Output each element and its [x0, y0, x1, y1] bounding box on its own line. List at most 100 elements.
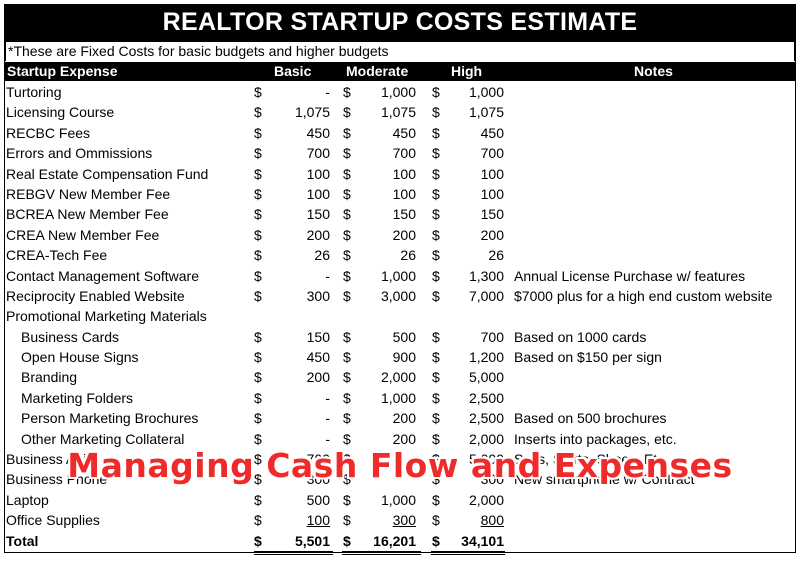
basic-value: 300	[306, 287, 330, 304]
high-value: 1,300	[468, 267, 504, 284]
row-label: Reciprocity Enabled Website	[6, 287, 185, 304]
column-header-row: Startup Expense Basic Moderate High Note…	[4, 62, 796, 81]
high-value: 200	[480, 226, 504, 243]
currency-sign: $	[432, 512, 440, 529]
currency-sign: $	[254, 349, 262, 366]
row-label: REBGV New Member Fee	[6, 185, 171, 202]
moderate-value: 1,000	[380, 84, 416, 100]
currency-sign: $	[254, 124, 262, 141]
currency-sign: $	[343, 84, 351, 100]
high-value: 700	[480, 145, 504, 162]
currency-sign: $	[432, 104, 440, 121]
row-note: Annual License Purchase w/ features	[514, 267, 746, 284]
currency-sign: $	[343, 389, 351, 406]
row-note: New smartphone w/ Contract	[514, 471, 695, 488]
table-row: Office Supplies $100 $300 $800	[4, 510, 796, 530]
currency-sign: $	[432, 349, 440, 366]
header-notes: Notes	[634, 63, 673, 79]
double-underline-high	[431, 551, 505, 555]
high-value: 2,000	[468, 430, 504, 447]
section-row: Promotional Marketing Materials	[4, 306, 796, 326]
high-value: 800	[480, 512, 504, 529]
basic-value: 500	[306, 491, 330, 508]
currency-sign: $	[343, 532, 351, 549]
basic-value: 450	[306, 124, 330, 141]
row-label: Open House Signs	[21, 349, 139, 366]
row-label: Real Estate Compensation Fund	[6, 165, 209, 182]
basic-value: 100	[306, 185, 330, 202]
high-value: 1,200	[468, 349, 504, 366]
currency-sign: $	[343, 471, 351, 488]
currency-sign: $	[343, 206, 351, 223]
high-value: 2,000	[468, 491, 504, 508]
row-note: Inserts into packages, etc.	[514, 430, 677, 447]
sheet-title: REALTOR STARTUP COSTS ESTIMATE	[4, 4, 796, 41]
basic-value: 200	[306, 369, 330, 386]
currency-sign: $	[432, 410, 440, 427]
currency-sign: $	[343, 165, 351, 182]
row-note: Suits, Shirts, Shoes, Etc.	[514, 451, 669, 468]
currency-sign: $	[343, 185, 351, 202]
basic-value: -	[325, 430, 330, 447]
row-note: $7000 plus for a high end custom website	[514, 287, 773, 304]
currency-sign: $	[254, 226, 262, 243]
overlay-caption: Managing Cash Flow and Expenses	[67, 446, 733, 485]
currency-sign: $	[254, 287, 262, 304]
high-value: 5,000	[468, 451, 504, 468]
moderate-value: 300	[392, 512, 416, 529]
row-label: Licensing Course	[6, 104, 115, 121]
basic-value: -	[325, 389, 330, 406]
currency-sign: $	[343, 451, 351, 468]
row-label: Other Marketing Collateral	[21, 430, 185, 447]
basic-value: 150	[306, 206, 330, 223]
currency-sign: $	[254, 247, 262, 264]
row-label: Office Supplies	[6, 512, 100, 529]
table-row: Marketing Folders $ - $1,000 $2,500	[4, 388, 796, 408]
currency-sign: $	[343, 145, 351, 162]
moderate-value: 500	[392, 328, 416, 345]
moderate-value: 450	[392, 124, 416, 141]
currency-sign: $	[432, 267, 440, 284]
table-row: CREA-Tech Fee $26 $26 $26	[4, 245, 796, 265]
table-row: Licensing Course $1,075 $1,075 $1,075	[4, 102, 796, 122]
row-note: Based on 500 brochures	[514, 410, 667, 427]
currency-sign: $	[254, 451, 262, 468]
high-value: 100	[480, 185, 504, 202]
currency-sign: $	[254, 512, 262, 529]
row-note: Based on $150 per sign	[514, 349, 662, 366]
currency-sign: $	[254, 491, 262, 508]
currency-sign: $	[254, 185, 262, 202]
table-row: Laptop $500 $1,000 $2,000	[4, 490, 796, 510]
currency-sign: $	[254, 471, 262, 488]
moderate-value: 16,201	[373, 532, 416, 549]
table-row: Real Estate Compensation Fund $100 $100 $10…	[4, 164, 796, 184]
table-row: Business Attire $700 $ $5,000 Suits, Shirts,…	[4, 449, 796, 469]
row-label: Person Marketing Brochures	[21, 410, 199, 427]
currency-sign: $	[254, 369, 262, 386]
currency-sign: $	[432, 84, 440, 100]
currency-sign: $	[254, 328, 262, 345]
high-value: 2,500	[468, 410, 504, 427]
table-row: RECBC Fees $450 $450 $450	[4, 123, 796, 143]
basic-value: 26	[314, 247, 330, 264]
moderate-value: 200	[392, 226, 416, 243]
table-row: CREA New Member Fee $200 $200 $200	[4, 225, 796, 245]
currency-sign: $	[343, 349, 351, 366]
row-label: Promotional Marketing Materials	[6, 308, 207, 325]
high-value: 1,000	[468, 84, 504, 100]
currency-sign: $	[432, 124, 440, 141]
currency-sign: $	[343, 226, 351, 243]
currency-sign: $	[343, 410, 351, 427]
high-value: 26	[488, 247, 504, 264]
basic-value: 150	[306, 328, 330, 345]
currency-sign: $	[432, 491, 440, 508]
currency-sign: $	[343, 124, 351, 141]
high-value: 1,075	[468, 104, 504, 121]
moderate-value: 100	[392, 165, 416, 182]
header-startup-expense: Startup Expense	[7, 63, 118, 79]
currency-sign: $	[343, 512, 351, 529]
header-basic: Basic	[274, 63, 312, 79]
row-label: CREA-Tech Fee	[6, 247, 108, 264]
row-label: Business Cards	[21, 328, 120, 345]
